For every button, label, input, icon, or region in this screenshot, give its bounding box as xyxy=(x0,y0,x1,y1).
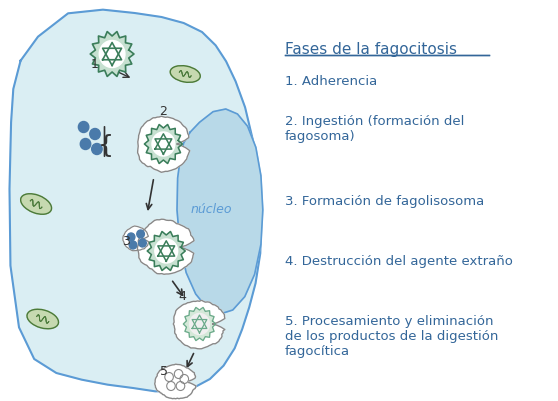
Circle shape xyxy=(190,314,209,335)
Circle shape xyxy=(167,381,175,391)
Circle shape xyxy=(180,375,189,383)
Text: núcleo: núcleo xyxy=(190,203,232,216)
Polygon shape xyxy=(137,220,194,275)
Ellipse shape xyxy=(21,194,51,215)
Circle shape xyxy=(165,373,174,381)
Circle shape xyxy=(90,129,100,140)
Polygon shape xyxy=(90,32,134,77)
Ellipse shape xyxy=(170,67,200,83)
Circle shape xyxy=(139,239,146,247)
Circle shape xyxy=(99,41,125,68)
Text: 2. Ingestión (formación del
fagosoma): 2. Ingestión (formación del fagosoma) xyxy=(285,115,464,143)
Text: Fases de la fagocitosis: Fases de la fagocitosis xyxy=(285,42,457,57)
Circle shape xyxy=(129,241,137,249)
Text: 4. Destrucción del agente extraño: 4. Destrucción del agente extraño xyxy=(285,254,513,267)
Circle shape xyxy=(78,122,89,133)
Circle shape xyxy=(155,239,177,263)
Circle shape xyxy=(127,233,135,241)
Circle shape xyxy=(137,231,145,239)
Polygon shape xyxy=(147,232,185,271)
Polygon shape xyxy=(155,364,196,399)
Circle shape xyxy=(80,139,91,150)
Polygon shape xyxy=(145,125,182,164)
Polygon shape xyxy=(177,110,263,314)
Circle shape xyxy=(174,370,183,379)
Ellipse shape xyxy=(27,310,59,329)
Text: 3. Formación de fagolisosoma: 3. Formación de fagolisosoma xyxy=(285,194,484,207)
Polygon shape xyxy=(123,227,148,251)
Polygon shape xyxy=(184,308,215,341)
Circle shape xyxy=(152,133,175,157)
Text: 1. Adherencia: 1. Adherencia xyxy=(285,75,377,88)
Text: 1: 1 xyxy=(90,58,98,71)
Circle shape xyxy=(92,144,102,155)
Text: 5: 5 xyxy=(160,364,167,377)
Text: 5. Procesamiento y eliminación
de los productos de la digestión
fagocítica: 5. Procesamiento y eliminación de los pr… xyxy=(285,314,498,357)
Polygon shape xyxy=(9,11,261,391)
Text: 2: 2 xyxy=(158,105,166,118)
Text: 4: 4 xyxy=(179,289,186,302)
Text: }: } xyxy=(92,131,108,155)
Circle shape xyxy=(176,381,185,391)
Text: 3: 3 xyxy=(122,235,129,247)
Polygon shape xyxy=(174,300,225,349)
Polygon shape xyxy=(138,117,190,173)
